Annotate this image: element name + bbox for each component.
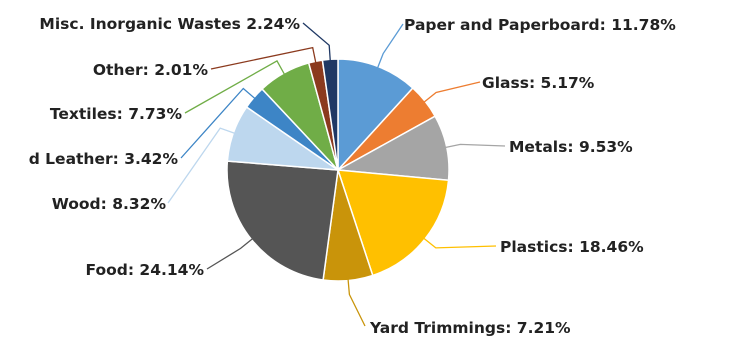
leader-textiles — [184, 60, 286, 114]
leader-food — [206, 237, 254, 270]
leader-lines — [167, 22, 506, 327]
label-glass: Glass: 5.17% — [482, 74, 595, 92]
leader-paper-and-paperboard — [376, 23, 404, 69]
pie-slices — [226, 58, 450, 282]
label-textiles: Textiles: 7.73% — [50, 105, 183, 123]
slice-labels: Paper and Paperboard: 11.78% Glass: 5.17… — [29, 15, 677, 337]
label-food: Food: 24.14% — [85, 261, 204, 279]
leader-other — [210, 46, 317, 70]
label-leather-and-rubber: d Leather: 3.42% — [29, 150, 179, 168]
label-paper-and-paperboard: Paper and Paperboard: 11.78% — [404, 16, 676, 34]
leader-leather-and-rubber — [180, 87, 256, 159]
leader-plastics — [422, 237, 497, 249]
label-yard-trimmings: Yard Trimmings: 7.21% — [369, 319, 571, 337]
label-misc-inorganic-wastes: Misc. Inorganic Wastes 2.24% — [39, 15, 300, 33]
leader-wood — [167, 127, 236, 204]
leader-misc-inorganic-wastes — [302, 22, 331, 62]
leader-yard-trimmings — [347, 278, 366, 327]
label-metals: Metals: 9.53% — [509, 138, 633, 156]
label-wood: Wood: 8.32% — [52, 195, 167, 213]
leader-glass — [423, 81, 481, 104]
leader-metals — [444, 143, 506, 149]
slice-food — [226, 160, 339, 281]
label-other: Other: 2.01% — [93, 61, 209, 79]
label-plastics: Plastics: 18.46% — [500, 238, 644, 256]
